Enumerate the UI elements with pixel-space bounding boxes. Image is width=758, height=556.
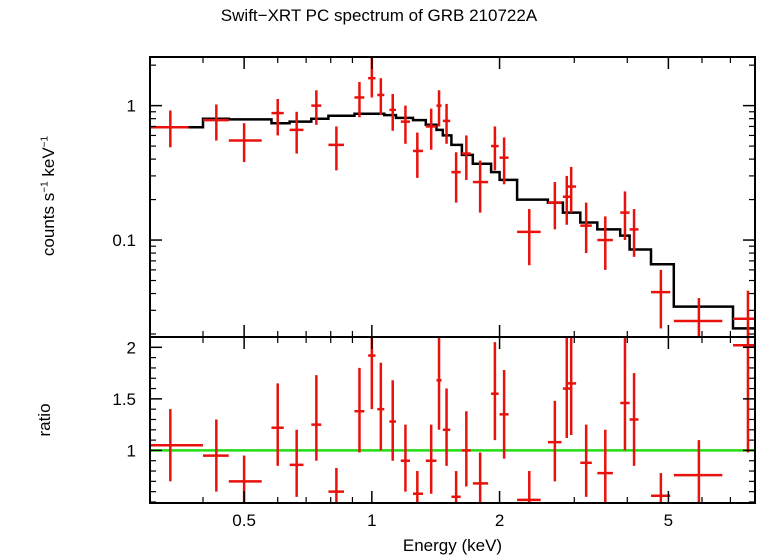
ratio-data-point bbox=[203, 419, 229, 492]
spectrum-data-point bbox=[597, 216, 613, 270]
ratio-data-point bbox=[228, 455, 262, 503]
x-tick-label: 1 bbox=[367, 511, 376, 530]
spectrum-panel: 10.1 bbox=[112, 56, 756, 338]
ratio-data-point bbox=[673, 440, 723, 503]
spectrum-data-point bbox=[562, 175, 571, 225]
ratio-y-tick-label: 2 bbox=[127, 338, 136, 357]
ratio-data-point bbox=[368, 337, 376, 410]
ratio-data-point bbox=[442, 388, 451, 466]
spectrum-data-point bbox=[311, 90, 322, 125]
spectrum-data-point bbox=[203, 104, 229, 141]
ratio-data-point bbox=[562, 337, 571, 439]
ratio-data-point bbox=[517, 471, 541, 503]
spectrum-y-tick-label: 0.1 bbox=[112, 231, 136, 250]
spectrum-data-point bbox=[451, 152, 461, 203]
x-tick-label: 0.5 bbox=[232, 511, 256, 530]
x-tick-label: 5 bbox=[664, 511, 673, 530]
ratio-y-tick-label: 1.5 bbox=[112, 390, 136, 409]
ratio-data-point bbox=[354, 367, 365, 453]
ratio-panel: 0.5 1 2 5 2 1.5 1 bbox=[112, 336, 756, 530]
spectrum-data-point bbox=[328, 126, 345, 171]
ratio-data-point bbox=[461, 411, 471, 487]
ratio-data-point bbox=[377, 362, 385, 451]
ratio-data-point bbox=[580, 424, 592, 497]
spectrum-data-point bbox=[629, 209, 639, 257]
ratio-data-point bbox=[425, 424, 437, 494]
ratio-data-point bbox=[289, 429, 304, 497]
spectrum-data-point bbox=[472, 160, 489, 213]
ratio-data-point bbox=[150, 409, 204, 482]
ratio-data-point bbox=[400, 424, 410, 492]
spectrum-y-tick-label: 1 bbox=[127, 97, 136, 116]
spectrum-frame bbox=[149, 56, 756, 338]
spectrum-data-point bbox=[442, 103, 451, 144]
ratio-data-point bbox=[597, 429, 613, 503]
ratio-data-point bbox=[566, 337, 577, 435]
ratio-data-point bbox=[491, 342, 499, 441]
spectrum-data-point bbox=[673, 298, 723, 337]
spectrum-data-point bbox=[517, 209, 541, 266]
spectrum-data-point bbox=[461, 135, 471, 180]
spectrum-data-point bbox=[499, 137, 509, 185]
ratio-data-point bbox=[499, 369, 509, 459]
x-axis-label: Energy (keV) bbox=[402, 536, 503, 555]
spectrum-data-point bbox=[580, 202, 592, 254]
ratio-y-tick-label: 1 bbox=[127, 441, 136, 460]
spectrum-data-point bbox=[354, 81, 365, 118]
spectrum-data-point bbox=[425, 108, 437, 150]
ratio-data-point bbox=[472, 452, 489, 503]
spectrum-data-point bbox=[733, 290, 755, 337]
spectrum-data-point bbox=[412, 132, 423, 178]
chart-title: Swift−XRT PC spectrum of GRB 210722A bbox=[220, 6, 538, 25]
ratio-data-point bbox=[436, 337, 442, 430]
ratio-frame bbox=[149, 336, 756, 504]
ratio-data-point bbox=[451, 471, 461, 503]
spectrum-data-point bbox=[289, 111, 304, 154]
spectrum-data-point bbox=[150, 110, 189, 148]
spectrum-data-point bbox=[436, 90, 442, 127]
ratio-data-point bbox=[271, 383, 284, 466]
ratio-data-point bbox=[311, 375, 322, 461]
spectrum-data-point bbox=[271, 99, 284, 136]
model-line bbox=[150, 112, 755, 330]
ratio-data-point bbox=[412, 471, 423, 503]
ratio-data-point bbox=[620, 337, 630, 451]
ratio-data-point bbox=[651, 473, 671, 503]
ratio-data-point bbox=[733, 337, 755, 453]
spectrum-data-point bbox=[389, 94, 396, 131]
ratio-data-point bbox=[629, 373, 639, 466]
spectrum-data-point bbox=[377, 78, 385, 116]
ratio-data-point bbox=[389, 380, 396, 461]
spectrum-data-point bbox=[620, 191, 630, 241]
x-tick-label: 2 bbox=[495, 511, 504, 530]
spectrum-data-point bbox=[547, 182, 562, 230]
spectrum-data-point bbox=[228, 123, 262, 163]
spectrum-data-point bbox=[651, 269, 671, 329]
spectrum-data-point bbox=[400, 105, 410, 144]
ratio-data-point bbox=[547, 400, 562, 482]
spectrum-data-point bbox=[491, 126, 499, 171]
ratio-data-point bbox=[328, 467, 345, 503]
